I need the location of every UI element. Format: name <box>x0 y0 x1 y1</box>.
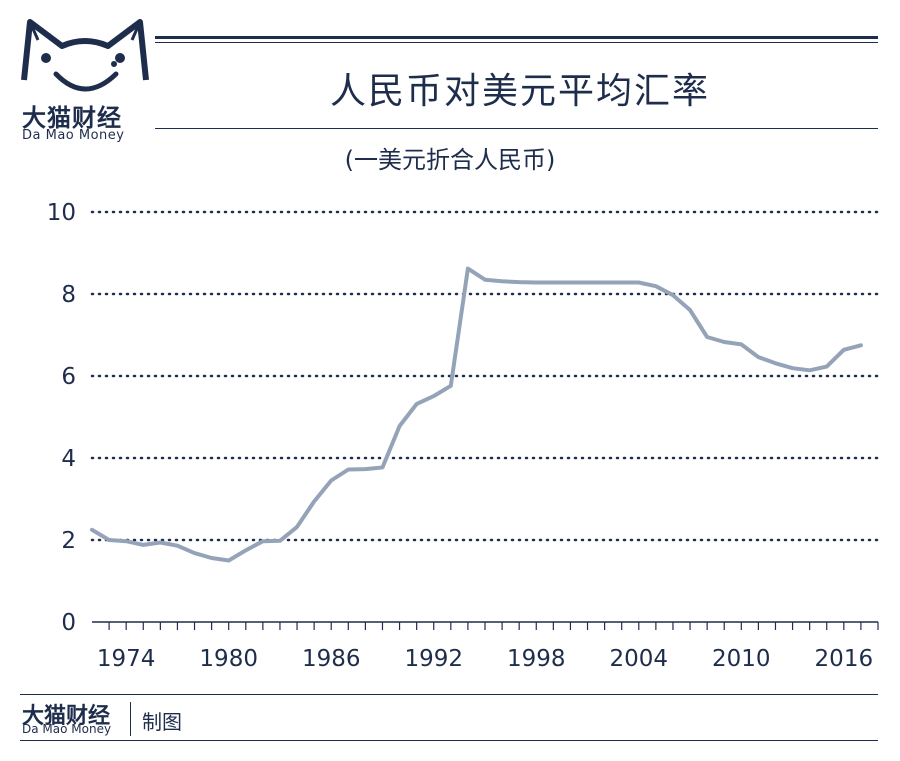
y-tick-label: 2 <box>61 528 76 554</box>
y-tick-label: 6 <box>61 364 76 390</box>
logo-brand-en: Da Mao Money <box>22 128 125 143</box>
x-tick-label: 1986 <box>302 646 361 672</box>
logo-brand-cn: 大猫财经 <box>22 104 122 132</box>
footer-brand-cn: 大猫财经 <box>22 704 111 729</box>
title-rule-top-thin <box>155 42 878 43</box>
y-tick-label: 8 <box>61 282 76 308</box>
series-line <box>90 266 863 563</box>
y-tick-label: 4 <box>61 446 76 472</box>
footer-rule-bottom <box>20 740 878 741</box>
chart-subtitle: (一美元折合人民币) <box>344 146 556 174</box>
x-tick-label: 1980 <box>199 646 258 672</box>
x-tick-label: 1992 <box>404 646 463 672</box>
title-rule-top-thick <box>155 36 878 39</box>
x-tick-label: 2016 <box>815 646 874 672</box>
x-tick-label: 1998 <box>507 646 566 672</box>
exchange-rate-line-chart: 0 2 4 6 8 10 1974 1980 1986 1992 1998 2004 2010 2016 <box>47 200 880 672</box>
x-tick-label: 1974 <box>97 646 156 672</box>
x-tick-label: 2010 <box>712 646 771 672</box>
footer-brand-en: Da Mao Money <box>22 722 112 736</box>
x-tick-label: 2004 <box>610 646 669 672</box>
y-tick-label: 0 <box>61 610 76 636</box>
y-tick-label: 10 <box>47 200 76 226</box>
footer-separator <box>130 702 131 736</box>
cat-logo-icon <box>21 19 149 92</box>
footer-rule-top <box>20 694 878 695</box>
footer-made-by: 制图 <box>142 710 182 734</box>
chart-title: 人民币对美元平均汇率 <box>329 71 710 112</box>
title-rule-bottom <box>155 128 878 129</box>
